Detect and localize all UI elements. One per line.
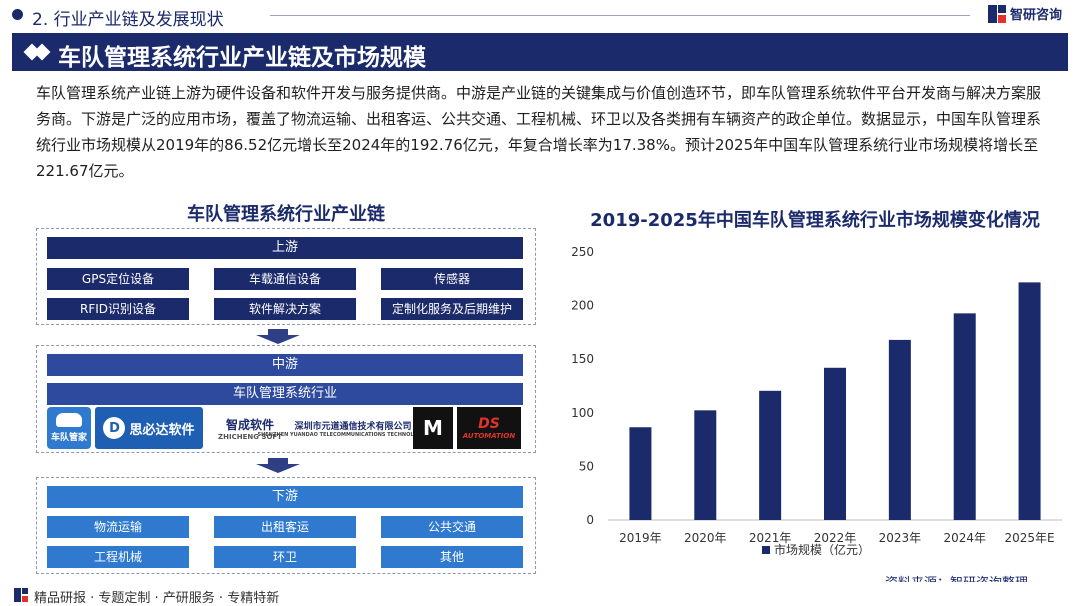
downstream-header: 下游 — [47, 486, 523, 508]
car-icon — [56, 413, 82, 427]
top-bar: 2. 行业产业链及发展现状 智研咨询 — [0, 0, 1080, 30]
bar — [629, 427, 652, 520]
brand-logo: 智研咨询 — [988, 4, 1062, 23]
company-logo-sibida: D 思必达软件 — [95, 407, 203, 449]
company-logo-cheduiguanjia: 车队管家 — [47, 407, 91, 449]
upstream-header: 上游 — [47, 237, 523, 259]
y-tick-label: 0 — [586, 513, 594, 527]
x-tick-label: 2019年 — [619, 531, 662, 545]
intro-paragraph: 车队管理系统产业链上游为硬件设备和软件开发与服务提供商。中游是产业链的关键集成与… — [36, 84, 1042, 180]
section-bullet-icon — [12, 9, 23, 20]
x-tick-label: 2025年E — [1005, 531, 1055, 545]
title-banner: 车队管理系统行业产业链及市场规模 — [12, 33, 1068, 71]
chain-title: 车队管理系统行业产业链 — [187, 204, 385, 225]
brand-logo-text: 智研咨询 — [1010, 8, 1063, 23]
midstream-panel: 中游 车队管理系统行业 车队管家 D 思必达软件 智成软件 ZHICHENG S… — [36, 345, 536, 453]
x-tick-label: 2021年 — [749, 531, 792, 545]
upstream-item: RFID识别设备 — [47, 298, 189, 320]
y-tick-label: 50 — [579, 459, 594, 473]
footer: 精品研报 · 专题定制 · 产研服务 · 专精特新 — [0, 582, 1080, 606]
upstream-panel: 上游 GPS定位设备 车载通信设备 传感器 RFID识别设备 软件解决方案 定制… — [36, 228, 536, 325]
y-tick-label: 200 — [571, 299, 594, 313]
upstream-item: 传感器 — [381, 268, 523, 290]
upstream-item: GPS定位设备 — [47, 268, 189, 290]
chart-title: 2019-2025年中国车队管理系统行业市场规模变化情况 — [590, 210, 1040, 231]
bar — [759, 390, 782, 520]
market-size-bar-chart: 0 50 100 150 200 250 2019年 2020年 2021年 2022年 2023年… — [571, 245, 1062, 557]
company-logo-m: M — [413, 407, 453, 449]
company-logo-ds-automation: DS AUTOMATION — [457, 407, 521, 449]
brand-logo-icon — [14, 588, 28, 602]
double-diamond-icon — [23, 42, 51, 62]
bar — [824, 367, 846, 520]
bar — [888, 339, 911, 520]
downstream-item: 其他 — [381, 546, 523, 568]
y-tick-label: 250 — [571, 245, 594, 259]
midstream-header: 中游 — [47, 354, 523, 376]
upstream-item: 软件解决方案 — [214, 298, 356, 320]
company-logos: 车队管家 D 思必达软件 智成软件 ZHICHENG SOFT 深圳市元道通信技… — [47, 406, 527, 450]
downstream-item: 物流运输 — [47, 516, 189, 538]
upstream-item: 定制化服务及后期维护 — [381, 298, 523, 320]
section-title: 2. 行业产业链及发展现状 — [32, 10, 224, 30]
x-tick-label: 2022年 — [814, 531, 857, 545]
bar — [953, 313, 976, 520]
y-tick-label: 100 — [571, 406, 594, 420]
x-tick-label: 2024年 — [943, 531, 986, 545]
downstream-panel: 下游 物流运输 出租客运 公共交通 工程机械 环卫 其他 — [36, 477, 536, 574]
brand-logo-icon — [988, 4, 1006, 23]
downstream-item: 出租客运 — [214, 516, 356, 538]
midstream-sub-header: 车队管理系统行业 — [47, 383, 523, 405]
upstream-item: 车载通信设备 — [214, 268, 356, 290]
divider — [270, 15, 970, 16]
down-arrow-icon — [256, 329, 300, 344]
legend-swatch — [762, 546, 770, 554]
y-tick-label: 150 — [571, 352, 594, 366]
x-tick-label: 2023年 — [879, 531, 922, 545]
downstream-item: 工程机械 — [47, 546, 189, 568]
downstream-item: 环卫 — [214, 546, 356, 568]
company-logo-yuandao: 深圳市元道通信技术有限公司 SHENZHEN YUANDAO TELECOMMU… — [257, 421, 449, 438]
footer-text: 精品研报 · 专题定制 · 产研服务 · 专精特新 — [34, 591, 280, 606]
bar — [694, 410, 717, 520]
down-arrow-icon — [256, 458, 300, 473]
bar — [1018, 282, 1041, 520]
company-logo-zhicheng: 智成软件 ZHICHENG SOFT — [218, 417, 282, 441]
legend-label: 市场规模（亿元） — [774, 542, 870, 557]
x-tick-label: 2020年 — [684, 531, 727, 545]
downstream-item: 公共交通 — [381, 516, 523, 538]
page-title: 车队管理系统行业产业链及市场规模 — [58, 45, 426, 71]
